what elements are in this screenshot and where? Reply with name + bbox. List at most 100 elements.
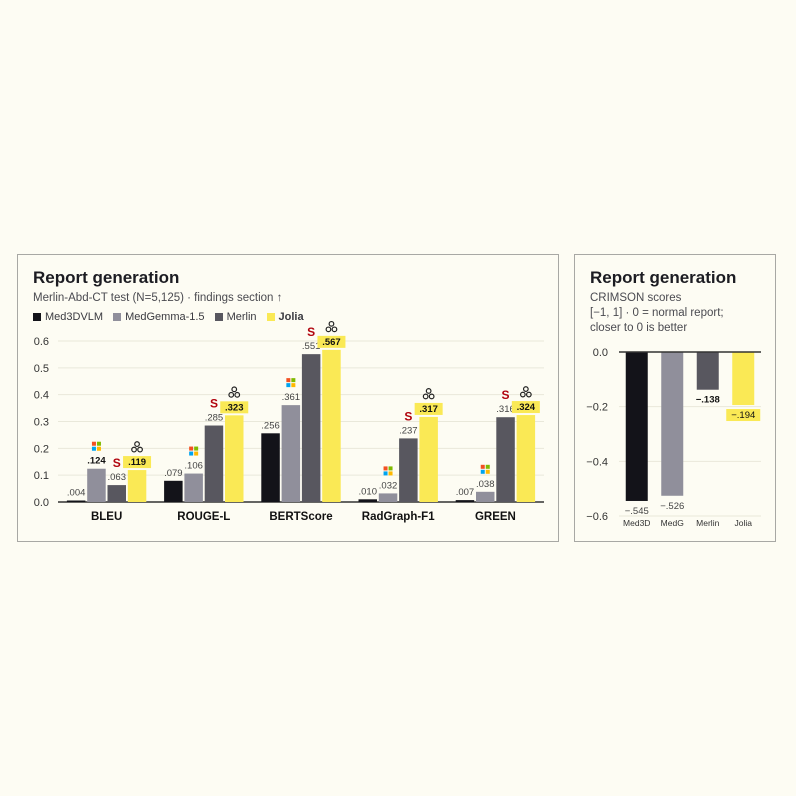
y-tick-label: 0.5 [34, 363, 49, 375]
stanford-glyph: S [113, 456, 121, 470]
legend-swatch [33, 313, 41, 321]
logo-ring [137, 446, 143, 453]
stanford-glyph: S [307, 325, 315, 339]
logo-square [189, 451, 194, 456]
logo-square [96, 446, 101, 451]
value-label: .237 [399, 425, 418, 436]
logo-square [194, 451, 199, 456]
x-tick-label: Merlin [696, 518, 719, 528]
bar-medgemma-1-5 [184, 473, 203, 502]
bar-med3dvlm [358, 499, 377, 502]
value-label: .119 [128, 457, 146, 468]
legend-label: Merlin [226, 311, 257, 323]
bar-merlin [399, 438, 418, 502]
legend-label: Jolia [278, 311, 304, 323]
y-tick-label: 0.0 [593, 347, 608, 359]
stanford-logo-icon: S [502, 388, 510, 402]
bar-jolia [419, 416, 438, 502]
logo-ring [425, 388, 432, 394]
grouped-bar-chart: 0.0 0.1 0.2 0.3 0.4 0.5 0.6 .004 .124.063 S .119 BL… [34, 320, 544, 523]
logo-square [480, 464, 485, 469]
x-tick-label: Med3D [623, 518, 650, 528]
subtitle-line: closer to 0 is better [590, 322, 688, 334]
value-label: .038 [476, 479, 495, 490]
stanford-glyph: S [502, 388, 510, 402]
microsoft-logo-icon [91, 441, 101, 451]
y-tick-label: 0.2 [34, 443, 49, 455]
logo-ring [234, 391, 241, 398]
legend-item-medgemma: MedGemma-1.5 [113, 311, 205, 323]
logo-square [485, 469, 490, 474]
subtitle-line: CRIMSON scores [590, 292, 682, 304]
jolia-logo-icon [325, 320, 338, 333]
logo-ring [522, 386, 529, 392]
crimson-panel: Report generation CRIMSON scores [−1, 1]… [574, 254, 776, 542]
bar-jolia [732, 352, 755, 406]
logo-square [189, 446, 194, 451]
logo-ring [422, 393, 429, 400]
jolia-logo-icon [519, 386, 532, 398]
bar-medgemma-1-5 [87, 468, 106, 502]
bar-jolia [225, 415, 244, 502]
legend-swatch [113, 313, 122, 321]
x-tick-label: BLEU [91, 511, 122, 523]
logo-ring [131, 446, 137, 453]
x-tick-label: ROUGE-L [177, 511, 230, 523]
value-label: .256 [261, 420, 280, 431]
y-tick-label: 0.3 [34, 417, 49, 429]
bar-med3dvlm [455, 500, 475, 502]
logo-ring [331, 326, 338, 333]
microsoft-logo-icon [383, 466, 393, 476]
bar-merlin [107, 485, 126, 502]
logo-square [383, 471, 388, 476]
value-label: −.545 [625, 506, 649, 517]
bar-jolia [516, 415, 536, 502]
value-label: −.138 [696, 395, 720, 406]
value-label: .063 [108, 472, 127, 483]
stanford-glyph: S [404, 409, 412, 423]
legend-item-jolia: Jolia [266, 311, 304, 323]
stanford-logo-icon: S [113, 456, 121, 470]
logo-square [91, 441, 96, 446]
value-label: .361 [282, 392, 301, 403]
value-label: .106 [184, 461, 203, 472]
x-tick-label: Jolia [735, 518, 753, 528]
logo-ring [325, 326, 332, 333]
bar-medgemma-1-5 [378, 493, 398, 502]
chart-title: Report generation [33, 268, 180, 287]
logo-ring [228, 391, 235, 398]
value-label-highlight [317, 335, 346, 348]
value-label: .567 [322, 337, 341, 348]
x-tick-label: GREEN [475, 511, 516, 523]
chart-legend: Med3DVLM MedGemma-1.5 Merlin Jolia [33, 311, 304, 323]
value-label: .007 [456, 487, 475, 498]
logo-square [291, 383, 296, 388]
value-label: .323 [225, 402, 244, 413]
legend-label: Med3DVLM [45, 311, 104, 323]
logo-ring [328, 320, 335, 327]
microsoft-logo-icon [286, 378, 296, 388]
stanford-logo-icon: S [404, 409, 412, 423]
value-label: .004 [67, 488, 86, 499]
logo-square [286, 383, 291, 388]
y-tick-label: −0.6 [586, 511, 608, 523]
value-label: .285 [205, 413, 224, 424]
value-label: .032 [379, 480, 398, 491]
logo-square [286, 378, 291, 383]
y-tick-label: 0.6 [34, 336, 49, 348]
value-label-highlight [220, 401, 249, 414]
bar-medg [661, 352, 684, 496]
jolia-logo-icon [422, 388, 435, 400]
chart-title: Report generation [590, 268, 737, 287]
value-label-highlight [726, 409, 761, 422]
legend-item-merlin: Merlin [214, 311, 257, 323]
chart-subtitle: CRIMSON scores [−1, 1] · 0 = normal repo… [590, 291, 724, 336]
logo-square [96, 441, 101, 446]
bar-med3dvlm [66, 500, 86, 502]
bar-merlin [301, 354, 321, 502]
bar-jolia [127, 470, 147, 502]
x-tick-label: RadGraph-F1 [362, 511, 435, 523]
value-label-highlight [123, 456, 152, 469]
logo-square [480, 469, 485, 474]
